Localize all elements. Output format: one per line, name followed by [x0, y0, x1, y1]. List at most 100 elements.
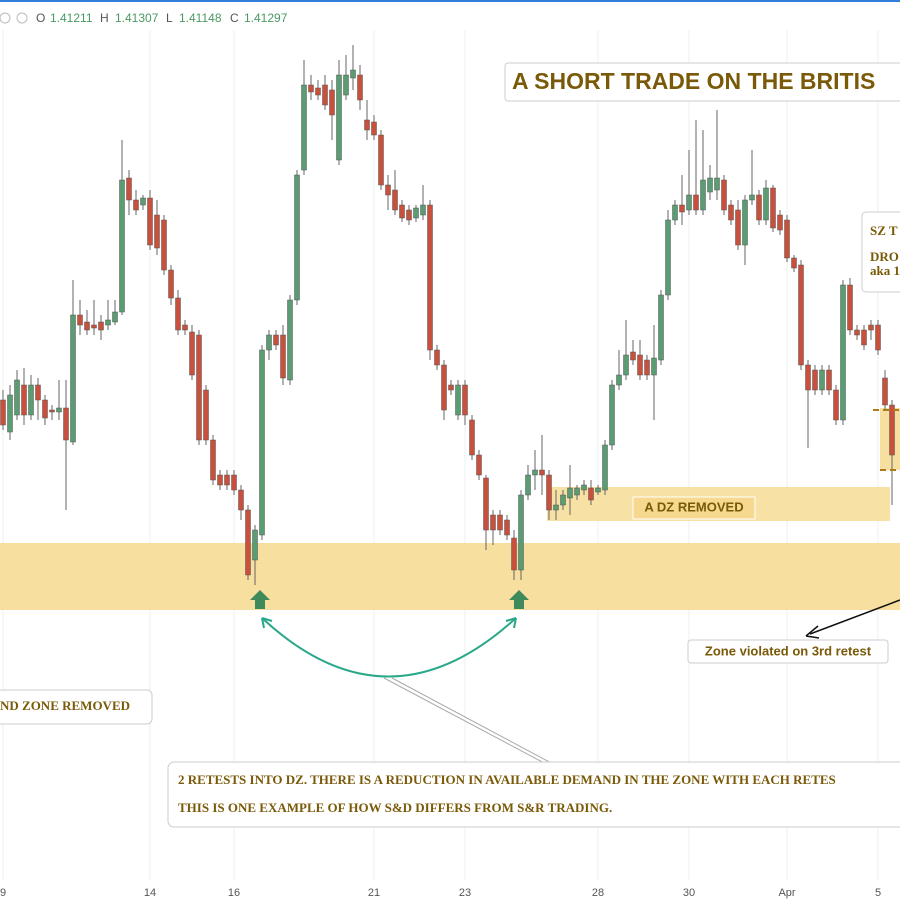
candle-body [448, 384, 454, 391]
candle-body [84, 321, 90, 331]
candle-body [21, 384, 27, 416]
candle-body [406, 209, 412, 221]
candle-body [203, 389, 209, 441]
candle-body [105, 319, 111, 326]
candle-body [364, 119, 370, 131]
candle-body [63, 407, 69, 441]
candle-body [770, 187, 776, 229]
candle-body [462, 384, 468, 416]
candle-body [567, 487, 573, 499]
candle-body [623, 354, 629, 376]
candle-body [140, 197, 146, 206]
pointer-line [383, 677, 549, 766]
candle-body [98, 321, 104, 331]
ohlc-value: 1.41211 [50, 11, 93, 25]
candle-body [91, 324, 97, 329]
candle-body [819, 369, 825, 391]
candle-body [553, 504, 559, 511]
candle-body [840, 284, 846, 421]
pointer-line [391, 677, 556, 766]
ohlc-label: L [166, 11, 173, 25]
candle-body [42, 399, 48, 419]
x-tick-label: 21 [368, 887, 380, 899]
candle-body [441, 364, 447, 411]
candle-body [427, 204, 433, 351]
x-tick-label: 28 [592, 887, 604, 899]
candle-body [483, 477, 489, 531]
candle-body [455, 384, 461, 416]
candle-body [742, 199, 748, 246]
candle-body [707, 177, 713, 193]
ohlc-value: 1.41297 [244, 11, 288, 25]
candle-body [175, 297, 181, 331]
candle-body [756, 194, 762, 221]
candle-body [70, 314, 76, 443]
ohlc-label: C [230, 11, 239, 25]
candle-body [287, 299, 293, 381]
candle-body [119, 179, 125, 313]
candle-body [875, 324, 881, 351]
candle-body [525, 474, 531, 496]
candle-body [273, 334, 279, 346]
candle-body [266, 334, 272, 351]
candle-body [343, 74, 349, 96]
x-tick-label: 23 [459, 887, 471, 899]
candle-body [777, 214, 783, 231]
candle-body [861, 329, 867, 346]
candle-body [644, 359, 650, 376]
note-text: ND ZONE REMOVED [0, 698, 130, 713]
candle-body [784, 219, 790, 259]
candle-body [238, 489, 244, 511]
candle-body [812, 369, 818, 391]
candle-body [168, 269, 174, 299]
note-text: A DZ REMOVED [644, 499, 743, 514]
candle-body [350, 69, 356, 79]
candle-body [651, 357, 657, 376]
candle-body [329, 89, 335, 116]
candle-body [357, 74, 363, 101]
candle-body [0, 399, 6, 426]
x-tick-label: 14 [144, 887, 156, 899]
candle-body [658, 294, 664, 361]
candle-body [252, 529, 258, 561]
note-text: aka 1 [870, 263, 900, 278]
candle-body [28, 384, 34, 416]
title-box [504, 62, 900, 102]
candle-body [847, 284, 853, 331]
grid [2, 30, 879, 880]
candle-body [581, 484, 587, 491]
candles [0, 45, 895, 585]
candle-body [392, 189, 398, 211]
top-border [0, 0, 900, 2]
violation-arrow [809, 599, 900, 635]
note-text: Zone violated on 3rd retest [705, 643, 872, 658]
arrow-head [805, 625, 820, 639]
candle-body [210, 439, 216, 481]
candle-body [749, 194, 755, 201]
ohlc-value: 1.41148 [179, 11, 222, 25]
candle-body [588, 487, 594, 501]
x-tick-label: 9 [0, 887, 6, 899]
note-box [167, 761, 900, 828]
candle-body [763, 187, 769, 221]
candle-body [518, 494, 524, 571]
candle-body [301, 84, 307, 171]
candle-body [539, 469, 545, 476]
candle-body [35, 384, 41, 401]
candle-body [336, 74, 342, 161]
candle-body [889, 404, 895, 456]
x-tick-label: Apr [778, 887, 795, 899]
note-box [861, 211, 900, 293]
candle-body [672, 204, 678, 221]
candle-body [399, 204, 405, 219]
candle-body [868, 324, 874, 331]
candle-body [798, 264, 804, 366]
candle-body [112, 311, 118, 323]
candle-body [595, 487, 601, 493]
candle-body [231, 474, 237, 491]
retest-arc [261, 617, 517, 678]
ohlc-header: O 1.41211 H 1.41307 L 1.41148 C 1.41297 [0, 11, 288, 25]
candle-body [56, 407, 62, 413]
candle-body [609, 384, 615, 446]
